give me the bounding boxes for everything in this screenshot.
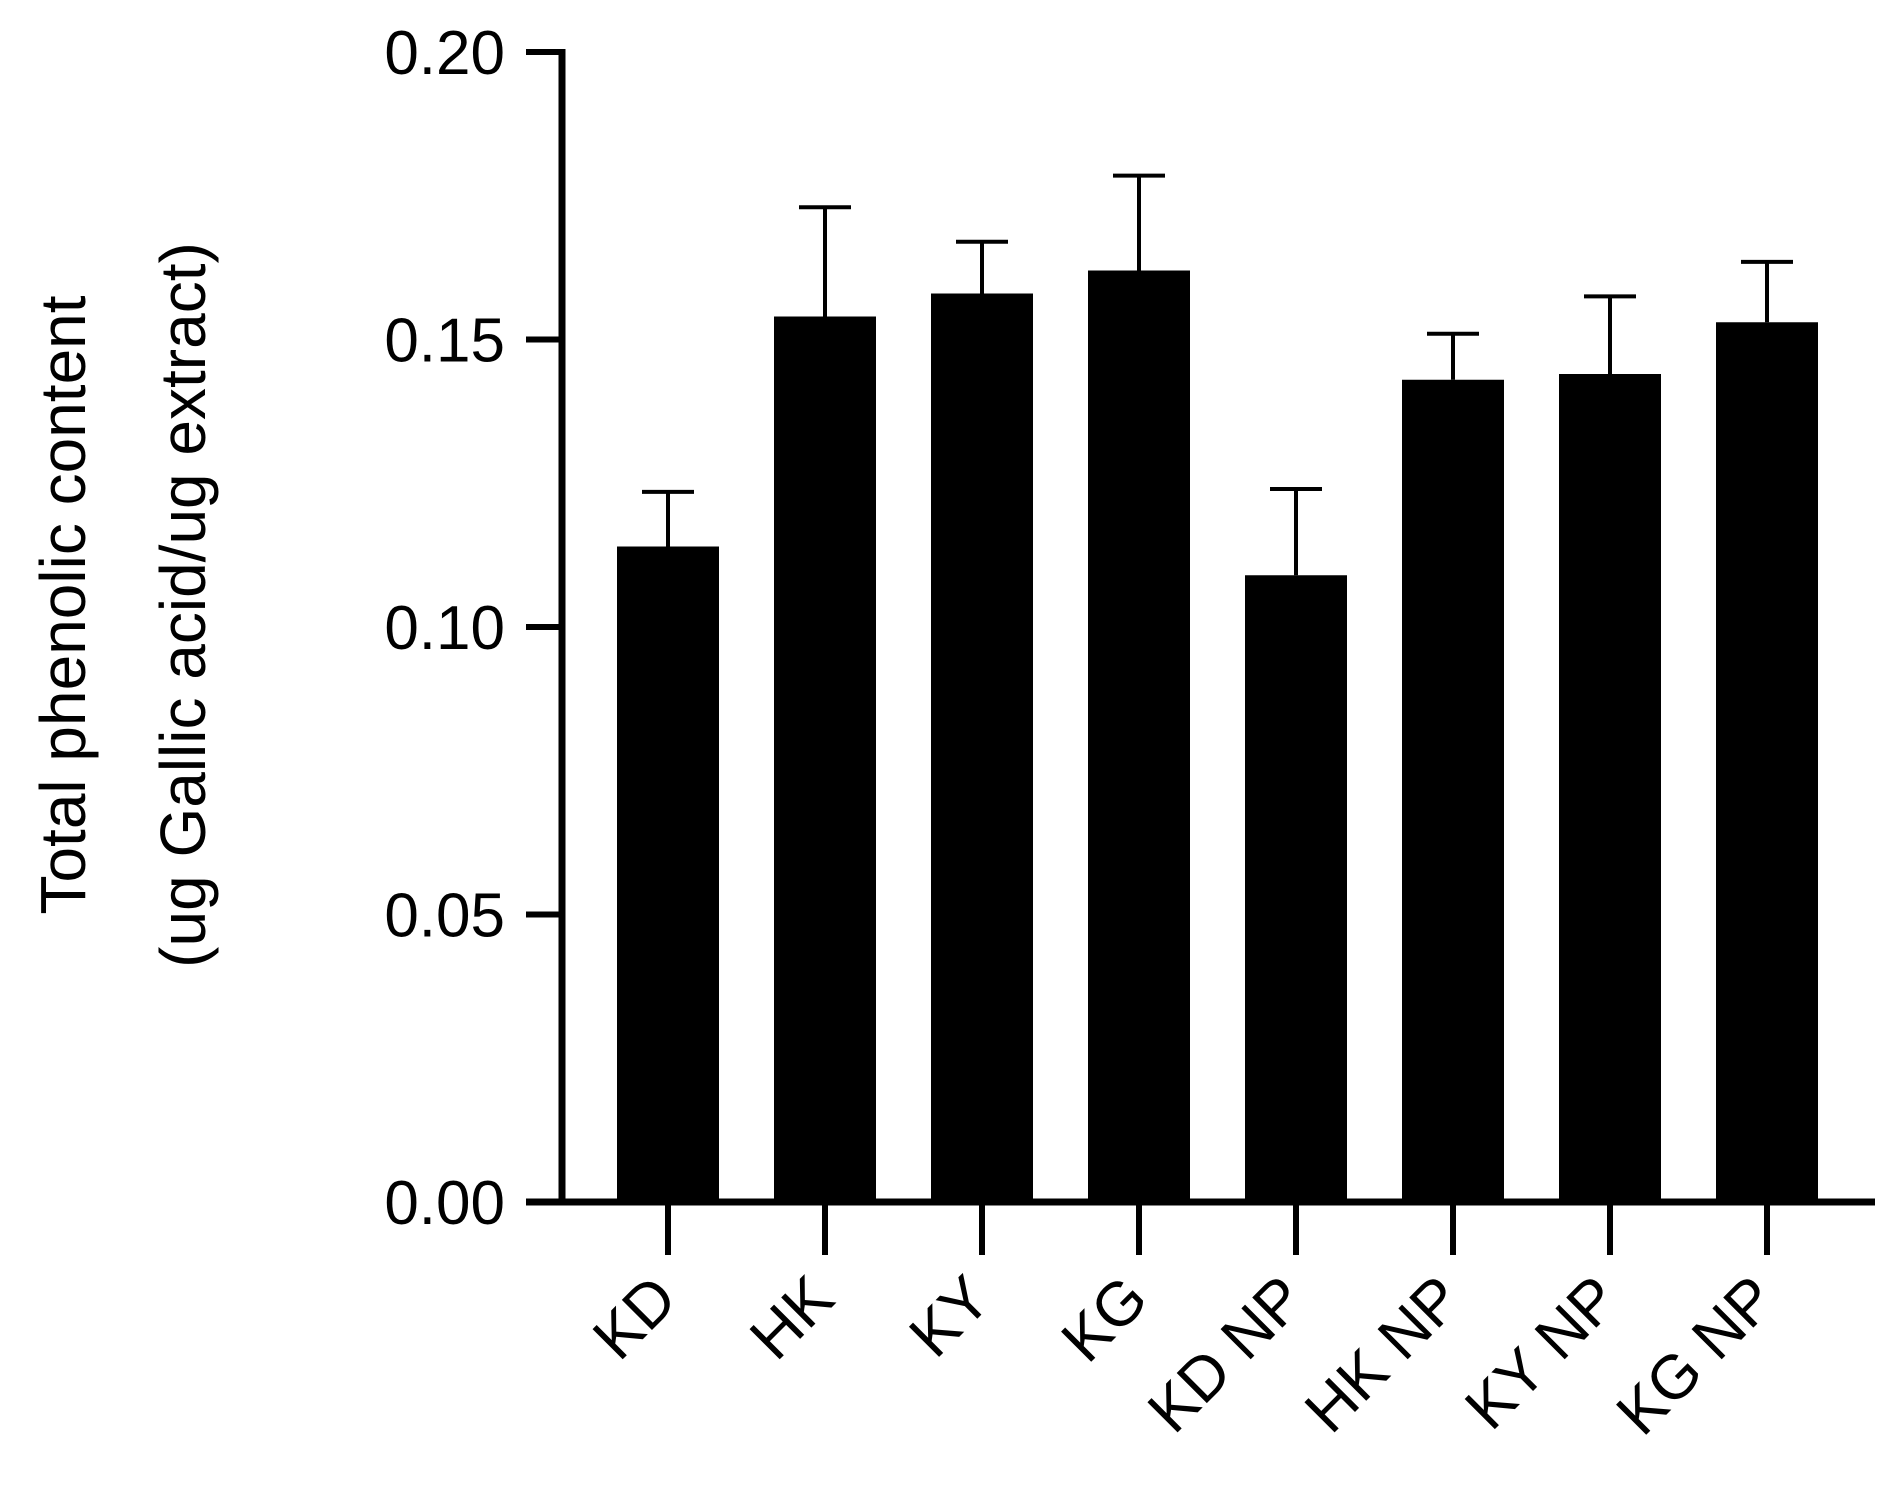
x-tick-label: KY NP: [1452, 1263, 1632, 1443]
bar: [1245, 575, 1347, 1202]
bar: [931, 293, 1033, 1202]
y-tick-label: 0.00: [384, 1169, 505, 1238]
x-tick-label: KG: [1049, 1263, 1161, 1375]
x-tick-label: HK: [737, 1263, 847, 1373]
y-tick-label: 0.05: [384, 882, 505, 951]
y-ticks-group: 0.00 0.05 0.10 0.15 0.20: [384, 19, 562, 1238]
x-tick-label: KD NP: [1135, 1263, 1318, 1446]
axes-group: [526, 49, 1875, 1206]
y-axis-title-line2: (ug Gallic acid/ug extract): [147, 242, 219, 968]
x-tick-label: KY: [897, 1263, 1004, 1370]
bar: [1402, 379, 1504, 1202]
bar: [1088, 270, 1190, 1202]
error-bars-group: [642, 173, 1793, 576]
x-tick-label: HK NP: [1292, 1263, 1475, 1446]
y-axis-title: Total phenolic content (ug Gallic acid/u…: [27, 242, 219, 968]
bar: [1559, 374, 1661, 1202]
y-tick-label: 0.10: [384, 594, 505, 663]
x-tick-label: KG NP: [1604, 1263, 1789, 1448]
y-tick-label: 0.20: [384, 19, 505, 88]
x-tick-label: KD: [580, 1263, 690, 1373]
bar: [1716, 322, 1818, 1202]
bar: [774, 316, 876, 1202]
bar: [617, 546, 719, 1202]
bars-group: [617, 270, 1818, 1202]
y-axis-title-line1: Total phenolic content: [27, 295, 99, 914]
y-tick-label: 0.15: [384, 307, 505, 376]
